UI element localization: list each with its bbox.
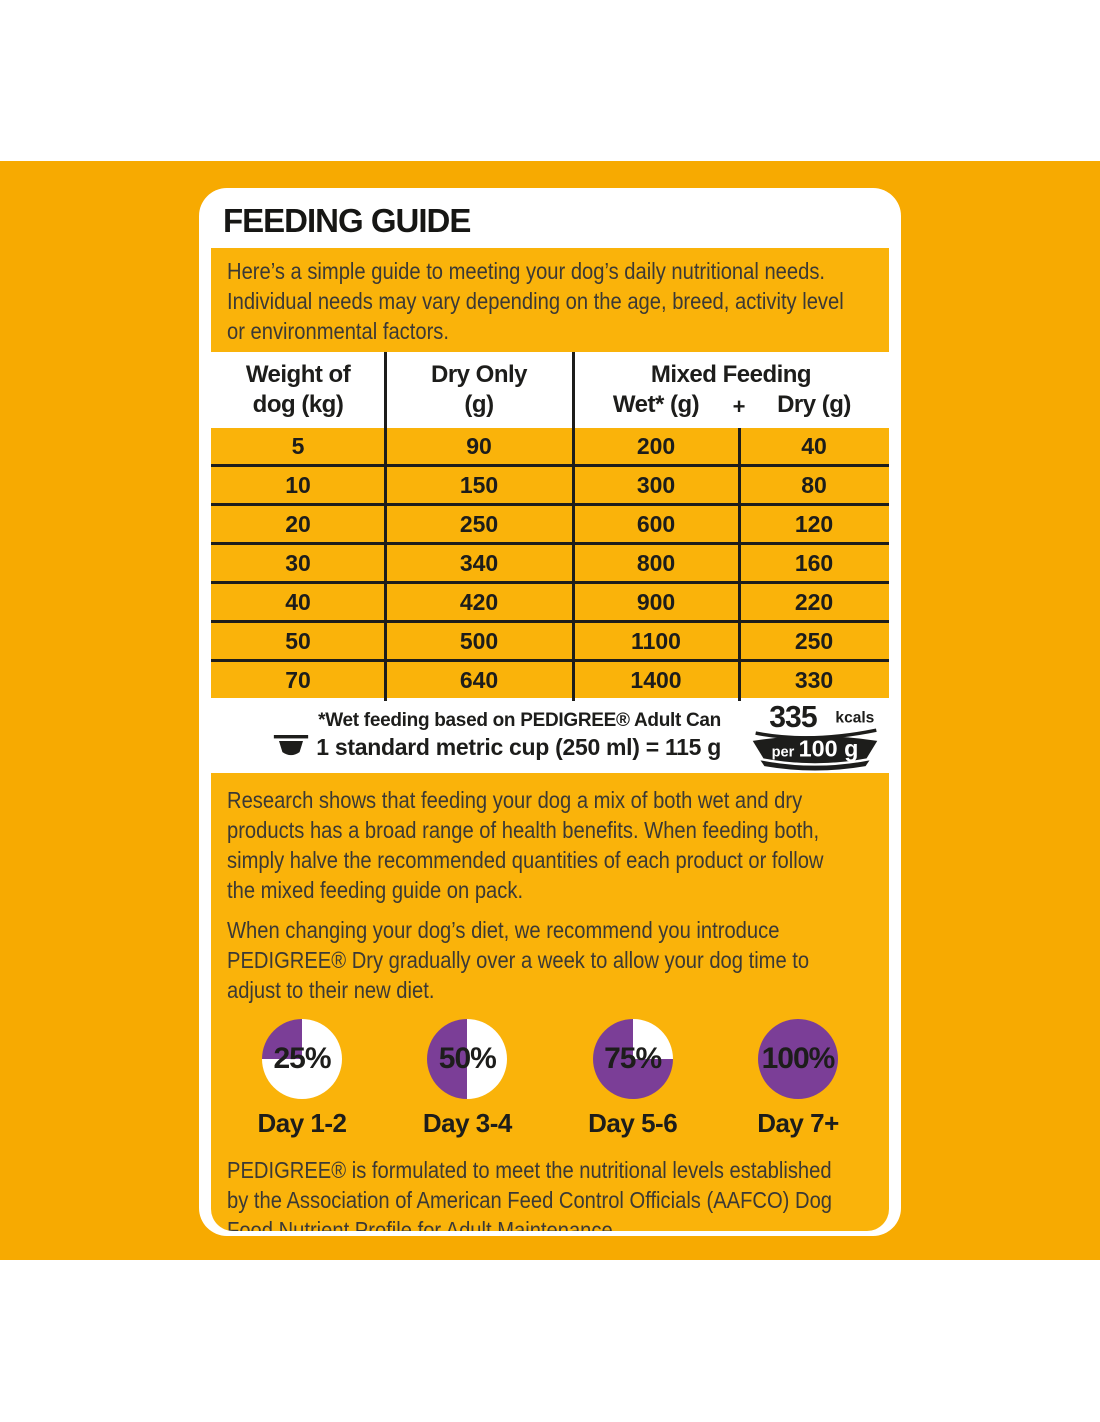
cell-wet: 800 (636, 549, 676, 576)
footnote-band: *Wet feeding based on PEDIGREE® Adult Ca… (211, 698, 889, 773)
cell-weight: 50 (285, 627, 311, 654)
table-row: 10 150 300 80 (211, 464, 889, 503)
cell-wet: 600 (636, 510, 676, 537)
cell-wet: 1400 (630, 666, 682, 693)
pie-percent-label: 100% (761, 1042, 836, 1075)
cell-weight: 5 (291, 432, 305, 459)
day-label: Day 5-6 (588, 1108, 678, 1138)
cell-wet: 200 (636, 432, 676, 459)
pie-chart-25: 25% (262, 1019, 342, 1099)
col-header-wet: Wet* (g) (612, 391, 700, 418)
aafco-paragraph: PEDIGREE® is formulated to meet the nutr… (227, 1157, 833, 1231)
pie-percent-label: 50% (438, 1042, 497, 1075)
pie-percent-label: 75% (604, 1042, 662, 1075)
cell-dry-only: 340 (459, 549, 499, 576)
plus-sign: + (732, 394, 746, 419)
cell-weight: 40 (285, 588, 311, 615)
table-row: 20 250 600 120 (211, 503, 889, 542)
cell-mixed-dry: 160 (794, 549, 834, 576)
table-divider (738, 428, 741, 701)
col-header-mixed-feeding: Mixed Feeding (650, 361, 812, 388)
cell-weight: 10 (285, 471, 311, 498)
measuring-cup-icon (274, 735, 309, 756)
col-header-dry-only: Dry Only (g) (430, 361, 528, 418)
cell-mixed-dry: 40 (801, 432, 827, 459)
cell-mixed-dry: 250 (794, 627, 834, 654)
kcal-bowl-badge: 335 kcals per 100 g (752, 701, 878, 771)
cell-wet: 300 (636, 471, 676, 498)
feeding-table-body: 5 90 200 40 10 150 300 80 20 250 600 120… (211, 428, 889, 698)
cell-dry-only: 640 (459, 666, 499, 693)
cell-dry-only: 250 (459, 510, 499, 537)
table-row: 40 420 900 220 (211, 581, 889, 620)
transition-step: 75% Day 5-6 (570, 1019, 696, 1139)
footnotes: *Wet feeding based on PEDIGREE® Adult Ca… (273, 710, 731, 761)
transition-step: 25% Day 1-2 (239, 1019, 365, 1139)
transition-step: 50% Day 3-4 (404, 1019, 530, 1139)
feeding-guide-card: FEEDING GUIDE Here’s a simple guide to m… (199, 188, 901, 1236)
table-divider (572, 352, 575, 701)
day-label: Day 7+ (757, 1108, 839, 1138)
pie-chart-75: 75% (592, 1019, 673, 1099)
transition-schedule-chart: 25% Day 1-2 50% Day 3-4 75% Day 5-6 100% (227, 1019, 873, 1139)
kcal-unit: kcals (835, 709, 874, 726)
cell-wet: 1100 (631, 627, 681, 654)
cell-dry-only: 420 (459, 588, 499, 615)
wet-feeding-footnote: *Wet feeding based on PEDIGREE® Adult Ca… (318, 710, 721, 731)
table-divider (384, 352, 387, 701)
feeding-table-header: Weight of dog (kg) Dry Only (g) Mixed Fe… (211, 352, 889, 428)
table-row: 5 90 200 40 (211, 428, 889, 464)
info-panel: Research shows that feeding your dog a m… (211, 773, 889, 1231)
pie-percent-label: 25% (273, 1042, 331, 1075)
cell-weight: 70 (285, 666, 311, 693)
cell-dry-only: 90 (466, 432, 492, 459)
transition-paragraph: When changing your dog’s diet, we recomm… (227, 917, 810, 1003)
intro-text: Here’s a simple guide to meeting your do… (227, 258, 844, 344)
intro-note: Here’s a simple guide to meeting your do… (211, 248, 889, 352)
pie-chart-100: 100% (757, 1019, 838, 1099)
page-title: FEEDING GUIDE (223, 202, 471, 239)
cell-mixed-dry: 330 (794, 666, 834, 693)
mixed-feeding-paragraph: Research shows that feeding your dog a m… (227, 787, 824, 903)
table-row: 30 340 800 160 (211, 542, 889, 581)
cell-dry-only: 500 (459, 627, 499, 654)
col-header-mixed-group: Mixed Feeding Wet* (g) Dry (g) + (573, 360, 889, 420)
col-header-mixed-dry: Dry (g) (777, 391, 851, 418)
cell-mixed-dry: 80 (801, 471, 827, 498)
pie-chart-50: 50% (427, 1019, 508, 1099)
feeding-table: Weight of dog (kg) Dry Only (g) Mixed Fe… (211, 352, 889, 701)
transition-step: 100% Day 7+ (735, 1019, 861, 1139)
per-100g-label: per 100 g (772, 735, 859, 761)
table-row: 50 500 1100 250 (211, 620, 889, 659)
cell-weight: 20 (285, 510, 311, 537)
cell-weight: 30 (285, 549, 311, 576)
col-header-weight: Weight of dog (kg) (245, 361, 351, 418)
day-label: Day 1-2 (257, 1108, 348, 1138)
cell-mixed-dry: 220 (794, 588, 834, 615)
cell-dry-only: 150 (459, 471, 499, 498)
kcal-value: 335 (769, 701, 817, 734)
mixed-subheaders: Wet* (g) Dry (g) (573, 390, 889, 420)
cell-mixed-dry: 120 (794, 510, 834, 537)
metric-cup-footnote: 1 standard metric cup (250 ml) = 115 g (316, 733, 721, 760)
table-row: 70 640 1400 330 (211, 659, 889, 698)
day-label: Day 3-4 (422, 1108, 513, 1138)
cell-wet: 900 (636, 588, 676, 615)
